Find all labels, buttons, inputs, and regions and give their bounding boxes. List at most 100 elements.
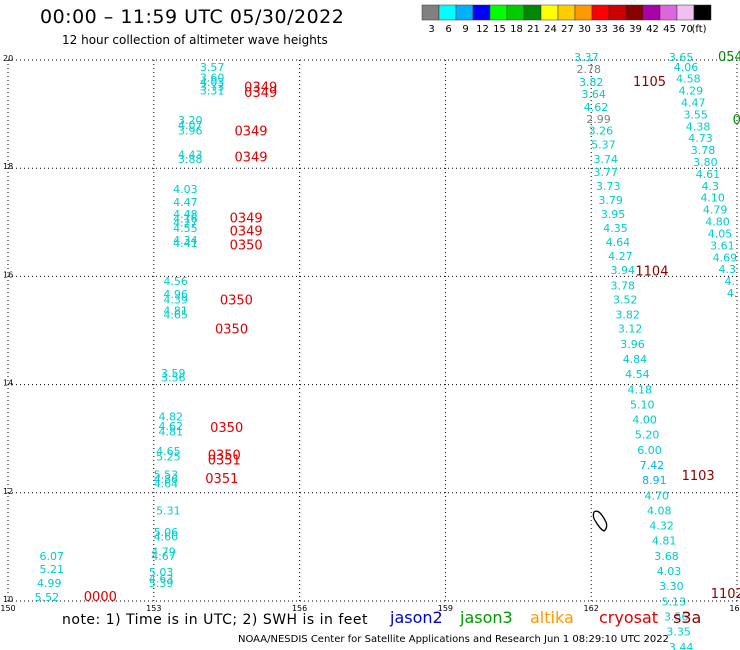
wave-height-label: 6.07 — [39, 550, 64, 563]
pass-time-annotation: 0349 — [234, 151, 267, 166]
wave-height-label: 7.42 — [640, 459, 665, 472]
legend-cryosat: cryosat — [599, 608, 659, 627]
wave-height-label: 4.32 — [649, 520, 674, 533]
colorbar-tick-label: 70 — [680, 24, 693, 35]
pass-time-annotation: 0349 — [230, 211, 263, 226]
wave-height-label: 3.73 — [596, 180, 621, 193]
wave-height-label: 4. — [727, 287, 738, 300]
wave-height-label: 4.03 — [200, 76, 225, 89]
colorbar-swatch — [574, 4, 593, 21]
footer-note: note: 1) Time is in UTC; 2) SWH is in fe… — [62, 612, 369, 628]
wave-height-label: 4.27 — [608, 250, 633, 263]
footer-credit: NOAA/NESDIS Center for Satellite Applica… — [238, 634, 669, 645]
pass-time-annotation: 0350 — [208, 448, 241, 463]
colorbar-tick-label: 21 — [527, 24, 540, 35]
wave-height-label: 3.68 — [654, 550, 679, 563]
wave-height-label: 4.69 — [713, 251, 738, 264]
wave-height-label: 3.78 — [611, 279, 636, 292]
wave-height-label: 4. — [724, 275, 735, 288]
wave-height-label: 4.38 — [686, 120, 711, 133]
color-scale-legend: 3 6 9 12 15 18 21 24 27 30 33 36 39 42 45 70(ft) — [421, 4, 712, 35]
wave-height-label: 3.80 — [693, 156, 718, 169]
wave-height-label: 4.84 — [623, 353, 648, 366]
wave-height-label: 5.13 — [662, 595, 687, 608]
wave-height-label: 5.03 — [149, 566, 174, 579]
wave-height-label: 5.25 — [156, 450, 181, 463]
wave-height-label: 3.26 — [589, 125, 614, 138]
wave-height-label: 4.80 — [705, 216, 730, 229]
wave-height-label: 4.03 — [173, 183, 198, 196]
wave-height-label: 4.63 — [149, 573, 174, 586]
wave-height-label: 3.88 — [178, 153, 203, 166]
y-tick-label: 10 — [3, 595, 13, 604]
colorbar-tick-label: 9 — [462, 24, 468, 35]
wave-height-label: 4.41 — [173, 237, 198, 250]
x-tick-label: 162 — [584, 604, 599, 613]
wave-height-label: 4.27 — [173, 217, 198, 230]
pass-time-annotation: 1102 — [711, 587, 740, 602]
wave-height-label: 5.10 — [630, 398, 655, 411]
wave-height-label: 3.55 — [683, 108, 708, 121]
wave-height-label: 3.56 — [161, 371, 186, 384]
wave-height-label: 3.35 — [666, 626, 691, 639]
colorbar-swatch — [421, 4, 440, 21]
pass-time-annotation: 0349 — [234, 125, 267, 140]
wave-height-label: 3.78 — [691, 144, 716, 157]
wave-height-label: 4.47 — [173, 196, 198, 209]
legend-jason2: jason2 — [390, 608, 443, 627]
colorbar-swatch — [489, 4, 508, 21]
wave-height-label: 4.54 — [625, 368, 650, 381]
wave-height-label: 5.06 — [154, 526, 179, 539]
colorbar-tick-label: 33 — [595, 24, 608, 35]
wave-height-label: 4.86 — [154, 473, 179, 486]
wave-height-label: 4.62 — [584, 101, 609, 114]
wave-height-label: 5.37 — [591, 139, 616, 152]
colorbar-swatch — [506, 4, 525, 21]
wave-height-label: 4.81 — [159, 425, 184, 438]
colorbar-swatch — [557, 4, 576, 21]
pass-time-annotation: 0546 — [718, 50, 740, 65]
wave-height-label: 4.3 — [719, 263, 737, 276]
wave-height-label: 3.20 — [178, 114, 203, 127]
wave-height-label: 4.81 — [163, 304, 188, 317]
wave-height-label: 3.82 — [579, 76, 604, 89]
wave-height-label: 3.79 — [598, 194, 623, 207]
colorbar-swatch — [659, 4, 678, 21]
wave-height-label: 4.16 — [173, 212, 198, 225]
wave-height-label: 3.61 — [710, 239, 735, 252]
chart-axes: 150 153 156 159 162 165 10 12 14 16 18 20 — [0, 54, 740, 613]
colorbar-tick-label: 18 — [510, 24, 523, 35]
pass-time-annotation: 0350 — [210, 421, 243, 436]
y-tick-label: 20 — [3, 54, 13, 63]
wave-height-label: 4.82 — [159, 410, 184, 423]
wave-height-label: 5.52 — [35, 591, 60, 604]
colorbar-swatch — [438, 4, 457, 21]
colorbar-swatch — [523, 4, 542, 21]
wave-height-label: 3.44 — [669, 641, 694, 650]
wave-height-label: 3.94 — [611, 264, 636, 277]
colorbar-unit: (ft) — [691, 24, 706, 35]
wave-height-label: 3.12 — [618, 323, 643, 336]
pass-time-annotation: 0349 — [244, 86, 277, 101]
wave-height-label: 3.31 — [200, 85, 225, 98]
wave-height-label: 3.59 — [161, 367, 186, 380]
wave-height-label: 4.64 — [606, 236, 631, 249]
wave-height-label: 4.96 — [163, 288, 188, 301]
page-subtitle: 12 hour collection of altimeter wave hei… — [62, 33, 328, 47]
colorbar-tick-label: 39 — [629, 24, 642, 35]
wave-height-label: 3.37 — [574, 51, 599, 64]
colorbar-tick-label: 36 — [612, 24, 625, 35]
wave-height-label: 3.65 — [669, 51, 694, 64]
pass-time-annotation: 0351 — [205, 472, 238, 487]
wave-height-label: 4.65 — [163, 309, 188, 322]
wave-height-label: 3.60 — [200, 72, 225, 85]
wave-height-label: 4.60 — [154, 530, 179, 543]
wave-height-label: 3.56 — [664, 610, 689, 623]
wave-height-label: 4.3 — [702, 180, 720, 193]
wave-height-label: 4.34 — [173, 234, 198, 247]
wave-height-label: 4.61 — [696, 168, 721, 181]
pass-time-annotation: 1104 — [635, 264, 668, 279]
wave-height-label: 4.62 — [159, 420, 184, 433]
wave-height-label: 4.70 — [645, 489, 670, 502]
